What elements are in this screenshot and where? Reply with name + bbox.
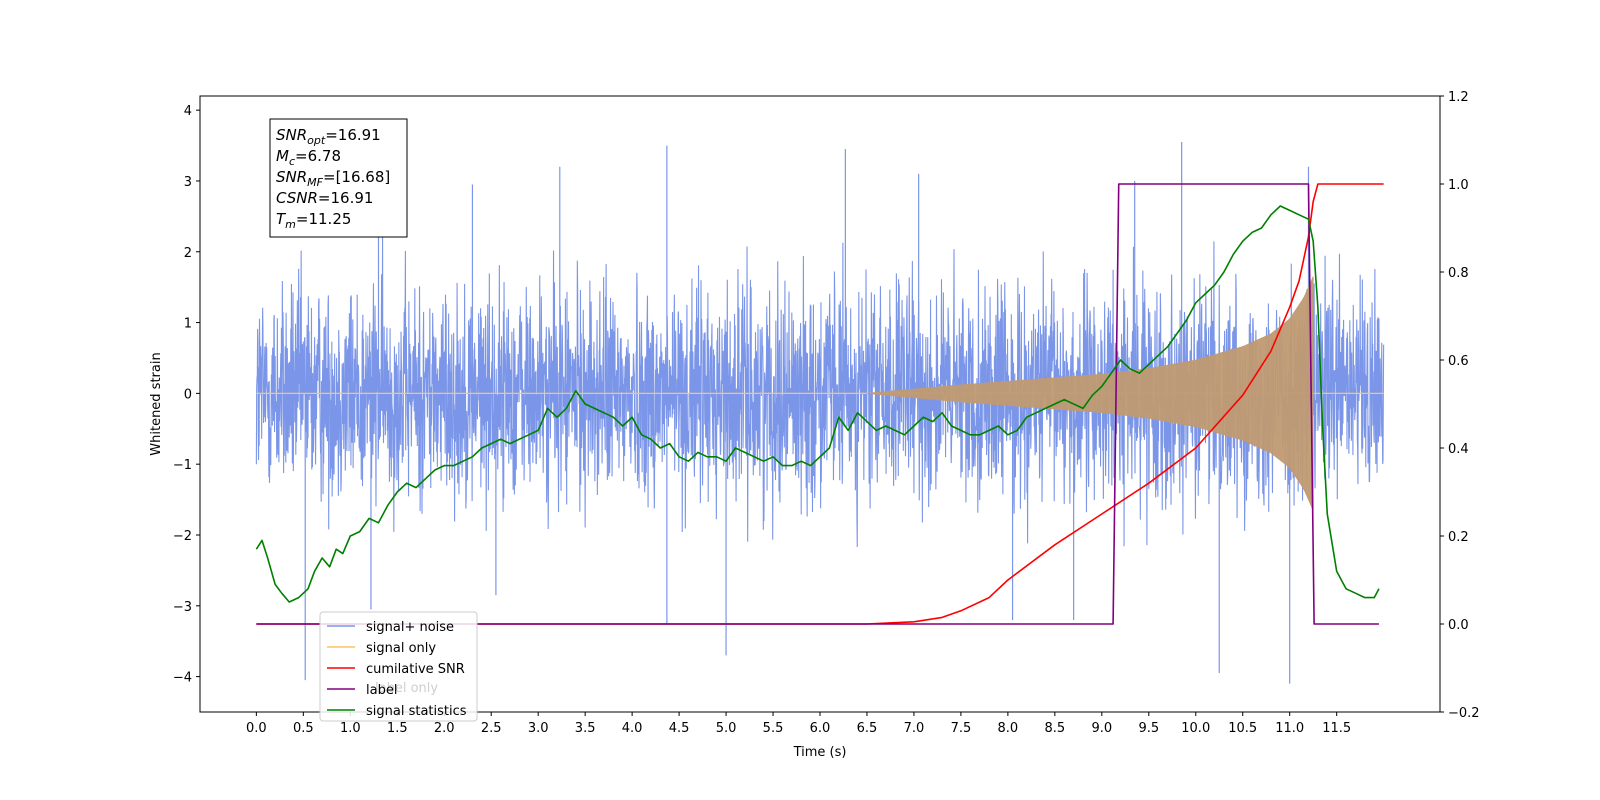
y-axis-label: Whitened strain [149,352,164,455]
legend-label: signal statistics [366,704,467,719]
x-tick-label: 7.5 [951,721,972,736]
y-tick-label: −2 [173,529,192,544]
series-signal-statistics-line [255,205,1380,603]
y2-tick-label: 1.2 [1448,90,1469,105]
x-tick-label: 11.0 [1275,721,1304,736]
annotation-line: SNRMF=[16.68] [276,168,390,189]
x-tick-label: 5.0 [716,721,737,736]
x-tick-label: 1.0 [340,721,361,736]
series-cumilative-snr-line [256,183,1384,625]
x-tick-label: 8.0 [998,721,1019,736]
y-tick-label: 2 [184,246,192,261]
y2-tick-label: 0.0 [1448,618,1469,633]
y-tick-label: 0 [184,387,192,402]
legend-label: cumilative SNR [366,662,465,677]
x-tick-label: 5.5 [763,721,784,736]
y2-tick-label: 0.6 [1448,354,1469,369]
x-tick-label: 1.5 [387,721,408,736]
legend: label only signal+ noise signal only cumila… [319,611,478,722]
y-tick-label: 4 [184,104,192,119]
x-tick-label: 4.0 [622,721,643,736]
y-tick-label: 3 [184,175,192,190]
x-tick-label: 4.5 [669,721,690,736]
y-tick-label: 1 [184,317,192,332]
x-tick-label: 7.0 [904,721,925,736]
x-tick-label: 3.0 [528,721,549,736]
y2-tick-label: 1.0 [1448,178,1469,193]
x-axis-label: Time (s) [793,745,847,760]
legend-label: signal+ noise [366,620,454,635]
y-tick-label: −3 [173,600,192,615]
series-layer [255,142,1385,684]
legend-label: signal only [366,641,436,656]
y2-axis-ticks: 1.2 1.0 0.8 0.6 0.4 0.2 0.0 −0.2 [1440,90,1480,721]
y2-tick-label: 0.2 [1448,530,1469,545]
annotation-line: Mc=6.78 [276,147,341,168]
x-tick-label: 8.5 [1045,721,1066,736]
x-tick-label: 10.0 [1181,721,1210,736]
x-tick-label: 9.5 [1138,721,1159,736]
x-tick-label: 10.5 [1228,721,1257,736]
x-tick-label: 2.0 [434,721,455,736]
x-tick-label: 0.0 [246,721,267,736]
x-tick-label: 0.5 [293,721,314,736]
x-tick-label: 2.5 [481,721,502,736]
y2-tick-label: 0.4 [1448,442,1469,457]
y2-tick-label: 0.8 [1448,266,1469,281]
legend-label: label [366,683,397,698]
series-label-line [256,183,1379,625]
y-tick-label: −4 [173,671,192,686]
x-axis-ticks: 0.0 0.5 1.0 1.5 2.0 2.5 3.0 3.5 4.0 4.5 5.0 5.5 6.0 6… [246,712,1351,736]
series-signal-only-chirp [866,276,1314,511]
y2-tick-label: −0.2 [1448,706,1480,721]
annotation-line: Tm=11.25 [276,210,351,231]
y-tick-label: −1 [173,458,192,473]
x-tick-label: 9.0 [1091,721,1112,736]
x-tick-label: 11.5 [1322,721,1351,736]
annotation-line: SNRopt=16.91 [276,126,381,147]
x-tick-label: 6.5 [857,721,878,736]
x-tick-label: 3.5 [575,721,596,736]
y-axis-ticks: 4 3 2 1 0 −1 −2 −3 −4 [173,104,200,686]
annotation-box: SNRopt=16.91Mc=6.78SNRMF=[16.68]CSNR=16.… [269,118,408,238]
x-tick-label: 6.0 [810,721,831,736]
annotation-line: CSNR=16.91 [276,189,373,207]
legend-hidden-entry: label only [375,681,438,696]
